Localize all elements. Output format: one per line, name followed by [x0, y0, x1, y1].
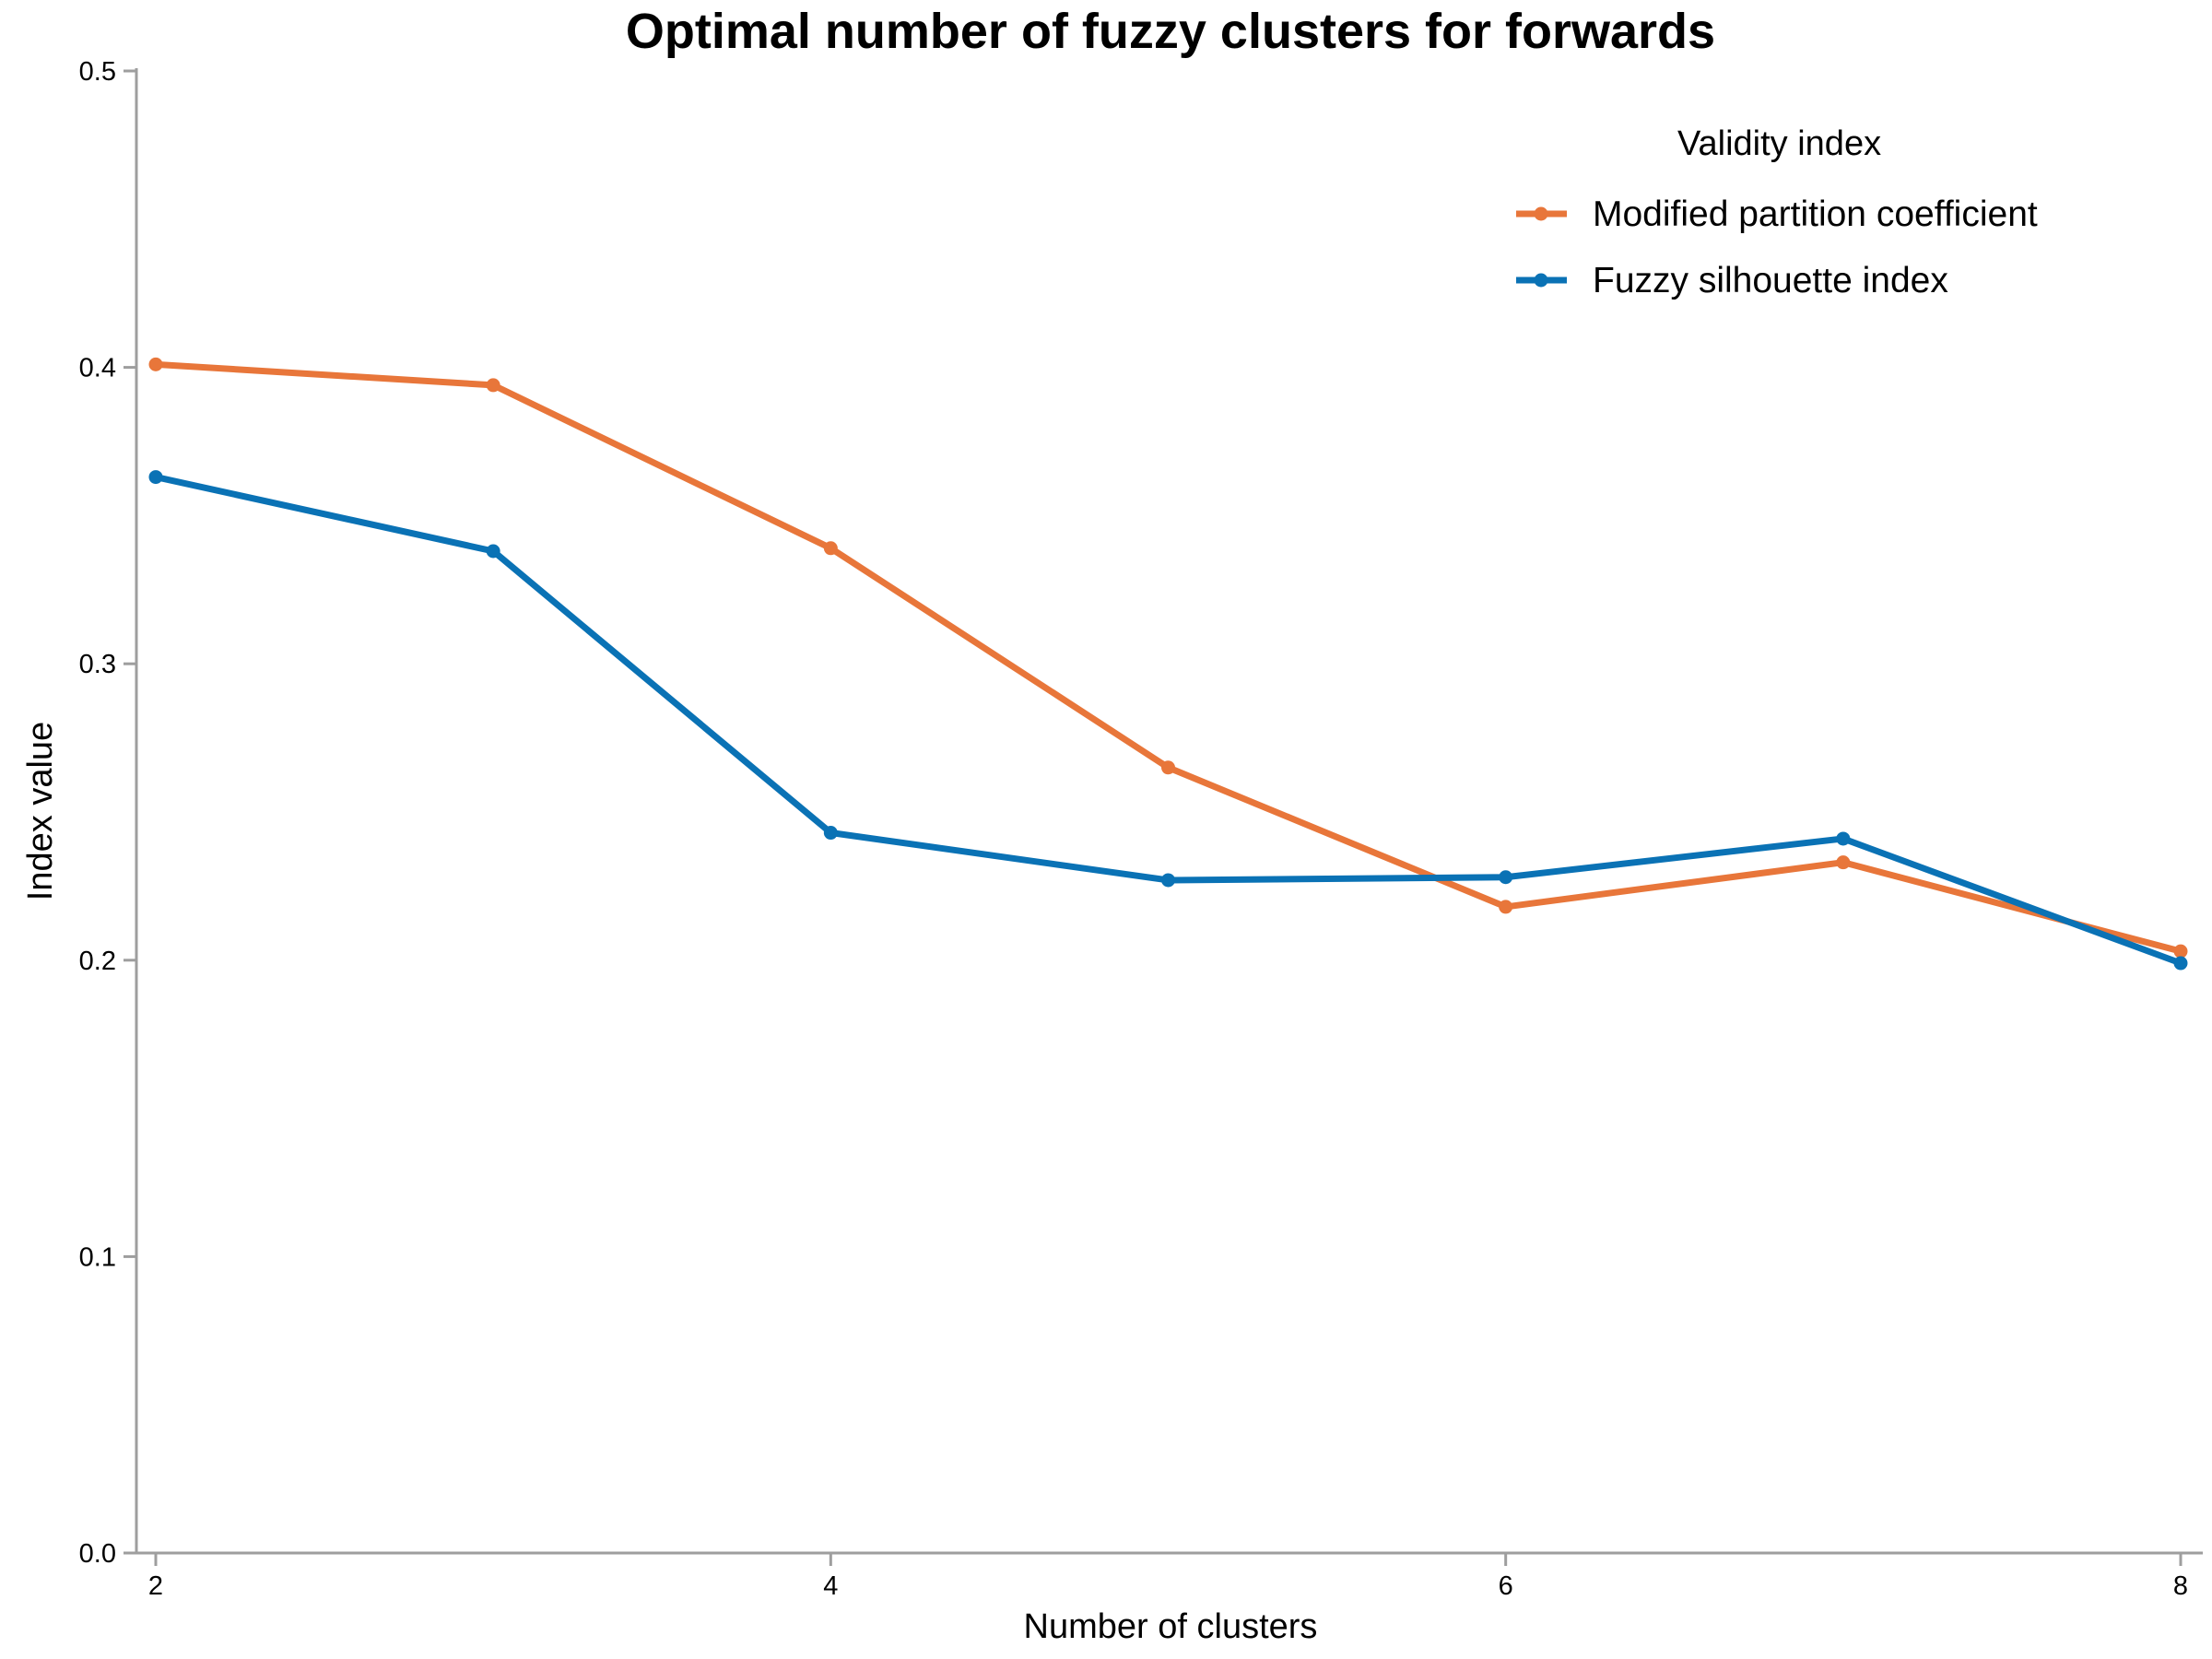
legend-item: Fuzzy silhouette index — [1516, 261, 1948, 300]
legend-items: Modified partition coefficient Fuzzy silh… — [1516, 194, 2038, 300]
chart-title: Optimal number of fuzzy clusters for for… — [626, 4, 1715, 59]
data-point — [148, 470, 163, 485]
series-0 — [148, 357, 2188, 959]
axes — [135, 68, 2203, 1555]
data-point — [1836, 831, 1851, 846]
series-line — [152, 360, 2184, 955]
x-tick-label: 6 — [1499, 1571, 1513, 1601]
data-point — [1499, 870, 1513, 885]
data-point — [1161, 760, 1175, 775]
legend-swatch-dot — [1534, 206, 1548, 221]
y-tick-label: 0.5 — [79, 57, 116, 87]
series-line — [152, 474, 2184, 967]
y-tick-label: 0.4 — [79, 354, 116, 383]
data-point — [486, 378, 500, 393]
legend: Validity index Modified partition coeffi… — [1516, 124, 2038, 300]
data-point — [1499, 900, 1513, 914]
legend-label: Fuzzy silhouette index — [1593, 261, 1948, 300]
data-point — [486, 544, 500, 559]
series-1 — [148, 470, 2188, 971]
legend-item: Modified partition coefficient — [1516, 194, 2038, 234]
x-tick-label: 4 — [823, 1571, 838, 1601]
data-point — [2173, 944, 2188, 959]
x-axis-title: Number of clusters — [1024, 1607, 1318, 1646]
data-point — [823, 541, 838, 556]
y-axis-title: Index value — [21, 722, 60, 900]
y-ticks: 0.0 0.1 0.2 0.3 0.4 0.5 — [79, 57, 136, 1569]
data-point — [1161, 873, 1175, 888]
y-tick-label: 0.3 — [79, 650, 116, 679]
y-tick-label: 0.2 — [79, 947, 116, 976]
series-layer — [148, 357, 2188, 971]
legend-title: Validity index — [1677, 124, 1881, 163]
x-tick-label: 2 — [148, 1571, 163, 1601]
x-ticks: 2 4 6 8 — [148, 1553, 2188, 1601]
y-tick-label: 0.1 — [79, 1242, 116, 1272]
data-point — [823, 826, 838, 841]
data-point — [2173, 956, 2188, 971]
data-point — [148, 357, 163, 371]
data-point — [1836, 855, 1851, 870]
y-tick-label: 0.0 — [79, 1539, 116, 1569]
legend-label: Modified partition coefficient — [1593, 194, 2038, 234]
x-tick-label: 8 — [2173, 1571, 2188, 1601]
legend-swatch-dot — [1534, 273, 1548, 288]
